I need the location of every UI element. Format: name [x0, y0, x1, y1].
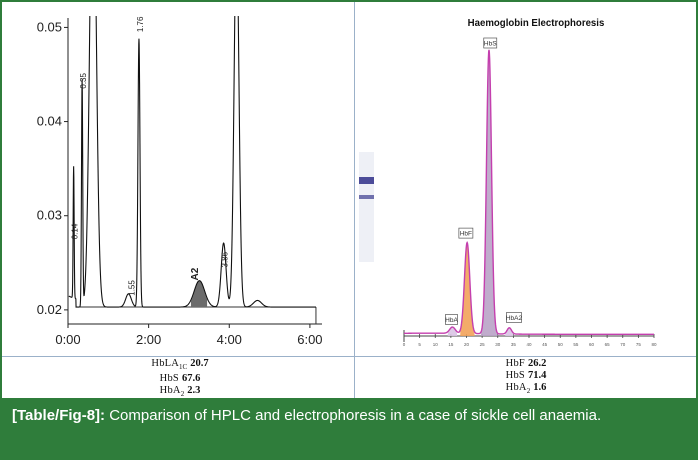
hplc-peak-label: 3.86: [221, 251, 230, 267]
electro-x-tick-label: 65: [605, 342, 611, 347]
hplc-peak-label: 1.55: [127, 280, 136, 296]
electro-x-tick-label: 35: [511, 342, 517, 347]
hplc-peak-label: 0.14: [71, 223, 80, 239]
hplc-peak-label: 0.35: [79, 72, 88, 88]
electro-x-tick-label: 55: [573, 342, 579, 347]
electro-x-tick-label: 60: [589, 342, 595, 347]
electro-x-tick-label: 70: [620, 342, 626, 347]
electro-peak-label-box: [458, 227, 474, 239]
electro-peak-label: HbS: [484, 41, 497, 48]
electro-x-tick-label: 40: [526, 342, 532, 347]
gel-band: [359, 195, 374, 199]
gel-band: [359, 177, 374, 184]
caption-figure-ref: [Table/Fig-8]:: [12, 407, 106, 424]
electrophoresis-results: HbF 26.2 HbS 71.4 HbA2 1.6: [356, 358, 696, 398]
hplc-result-hba2: HbA2 2.3: [159, 385, 201, 399]
electro-x-tick-label: 5: [418, 342, 421, 347]
hplc-chromatogram-line: [68, 3, 316, 308]
electro-result-hbs: HbS 71.4: [505, 370, 547, 381]
hplc-result-hbs: HbS 67.6: [159, 373, 201, 385]
electro-x-tick-label: 20: [464, 342, 470, 347]
electro-x-tick-label: 25: [480, 342, 486, 347]
electro-x-tick-label: 45: [542, 342, 548, 347]
electro-x-tick-label: 30: [495, 342, 501, 347]
electro-result-hbf: HbF 26.2: [505, 358, 547, 369]
hplc-result-hba1c: HbLA1C 20.7: [151, 358, 209, 372]
hplc-y-tick-label: 0.02: [37, 302, 62, 317]
electro-peak-label: HbA: [445, 317, 458, 324]
horizontal-divider: [2, 356, 696, 357]
figure-caption: [Table/Fig-8]: Comparison of HPLC and el…: [2, 398, 696, 458]
electro-peak-label: HbA2: [506, 315, 523, 322]
electro-x-tick-label: 0: [403, 342, 406, 347]
hplc-peak-label: 1.76: [136, 16, 145, 32]
electro-x-tick-label: 10: [433, 342, 439, 347]
gel-strip: [359, 152, 374, 262]
electro-peak-label-box: [445, 314, 458, 325]
hplc-top-clip: [69, 2, 323, 16]
electro-x-tick-label: 75: [636, 342, 642, 347]
electro-x-tick-label: 50: [558, 342, 564, 347]
electrophoresis-curve: [404, 49, 654, 335]
hba-peak-fill: [447, 327, 458, 336]
electro-peak-label-box: [506, 312, 522, 323]
hplc-x-tick-label: 6:00: [297, 332, 322, 347]
hplc-chart: 0.02 0.03 0.04 0.05 0:00 2:00 4:00 6:00 0.14 0.35…: [37, 2, 323, 347]
electro-peak-label-box: [483, 37, 498, 49]
hba2-peak-fill: [505, 327, 514, 336]
hplc-results: HbLA1C 20.7 HbS 67.6 HbA2 2.3: [10, 358, 350, 398]
hplc-y-tick-label: 0.04: [37, 114, 62, 129]
hplc-a2-label: A2: [190, 267, 201, 280]
electrophoresis-panel: Haemoglobin Electrophoresis 0 5 10 15 20 25 30…: [356, 2, 696, 356]
electro-result-hba2: HbA2 1.6: [505, 382, 547, 396]
hplc-panel: 0.02 0.03 0.04 0.05 0:00 2:00 4:00 6:00 0.14 0.35…: [2, 2, 354, 356]
hplc-x-tick-label: 4:00: [217, 332, 242, 347]
hplc-x-tick-label: 2:00: [136, 332, 161, 347]
electro-x-tick-label: 80: [651, 342, 657, 347]
hplc-x-tick-label: 0:00: [55, 332, 80, 347]
electro-peak-label: HbF: [460, 231, 472, 238]
caption-text: Comparison of HPLC and electrophoresis i…: [109, 407, 602, 424]
hplc-y-tick-label: 0.05: [37, 19, 62, 34]
electro-x-tick-label: 15: [448, 342, 454, 347]
electrophoresis-title: Haemoglobin Electrophoresis: [468, 18, 605, 29]
hplc-y-tick-label: 0.03: [37, 208, 62, 223]
vertical-divider: [354, 2, 355, 398]
electrophoresis-chart: Haemoglobin Electrophoresis 0 5 10 15 20 25 30…: [359, 18, 657, 347]
